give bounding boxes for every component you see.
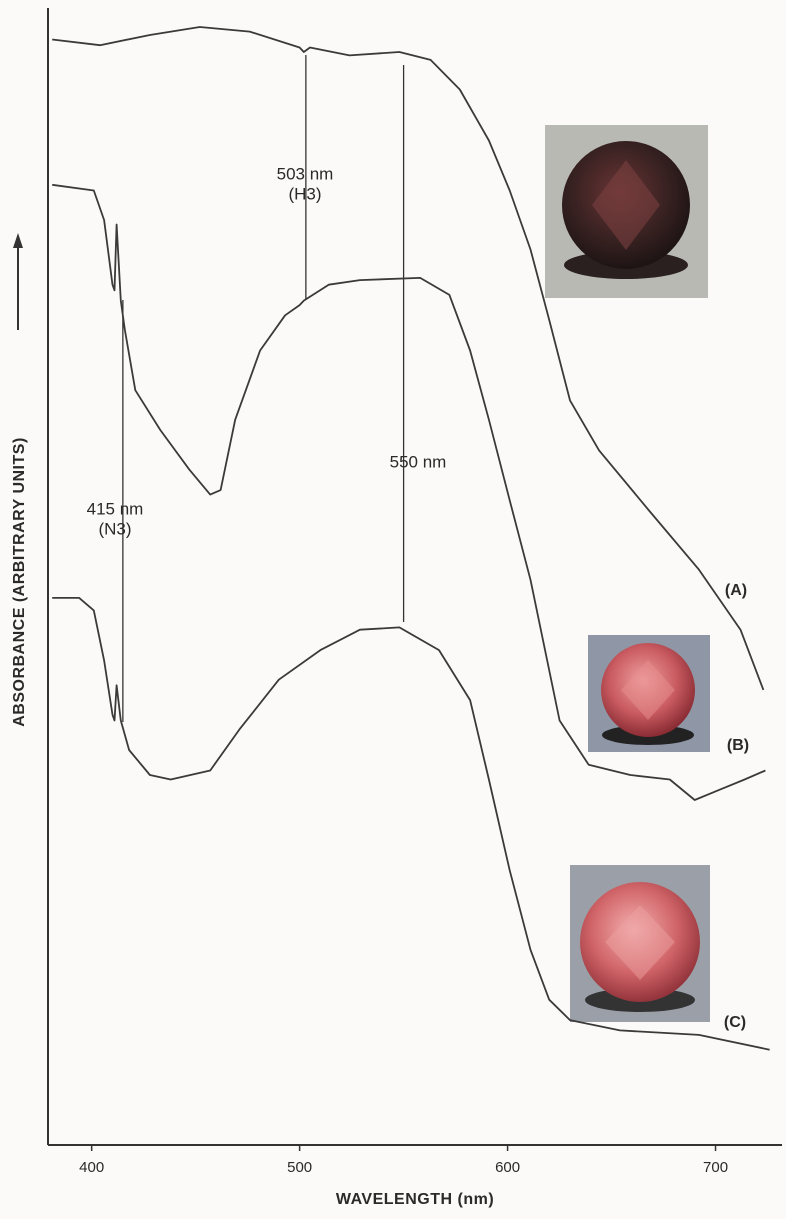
x-tick-label: 600 [495, 1159, 520, 1176]
series-label: (B) [727, 737, 749, 754]
y-axis-label: ABSORBANCE (ARBITRARY UNITS) [11, 437, 28, 727]
gem-photo-c [570, 865, 710, 1022]
x-tick-label: 500 [287, 1159, 312, 1176]
annotation-sublabel: (H3) [288, 184, 321, 203]
annotation-sublabel: (N3) [98, 519, 131, 538]
chart: WAVELENGTH (nm) ABSORBANCE (ARBITRARY UN… [0, 0, 786, 1219]
gem-photo-a [545, 125, 708, 298]
x-tick-label: 400 [79, 1159, 104, 1176]
series-label: (C) [724, 1014, 746, 1031]
annotation-label: 415 nm [87, 499, 144, 518]
gem-photo-b [588, 635, 710, 752]
annotation-label: 550 nm [390, 452, 447, 471]
x-tick-label: 700 [703, 1159, 728, 1176]
annotation-label: 503 nm [277, 164, 334, 183]
series-label: (A) [725, 582, 747, 599]
y-arrow [13, 233, 23, 330]
x-axis-label: WAVELENGTH (nm) [336, 1191, 494, 1208]
